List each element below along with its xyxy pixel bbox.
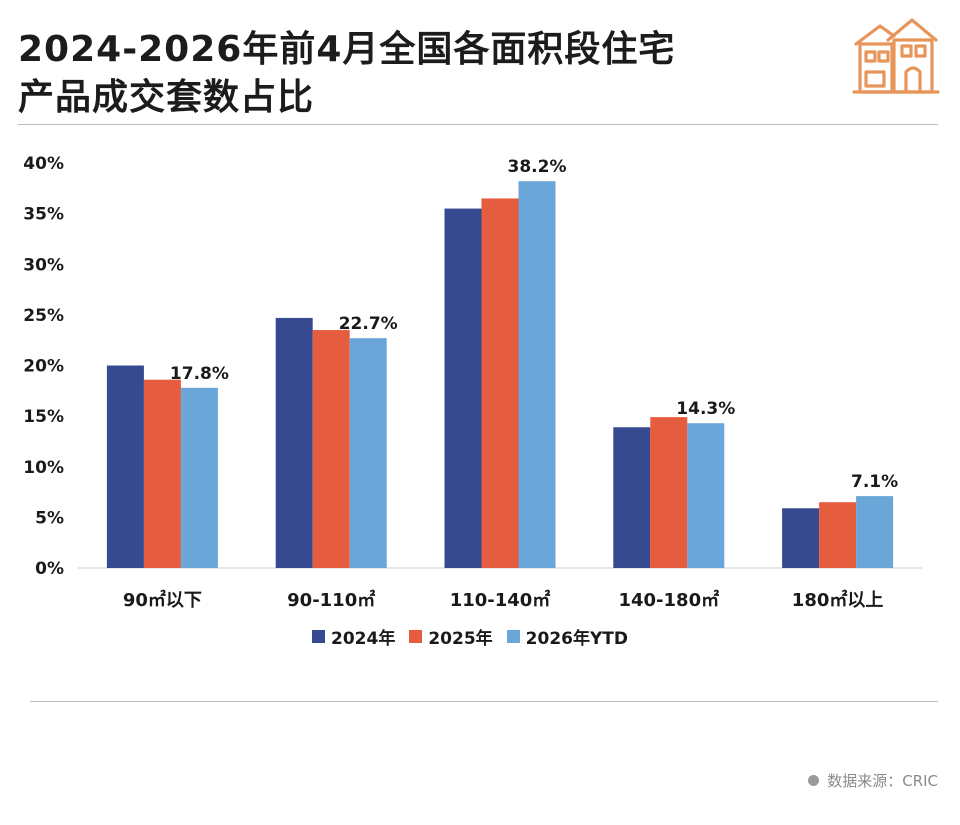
chart-legend: 2024年 2025年 2026年YTD [312, 623, 628, 649]
y-tick-label: 15% [23, 407, 64, 427]
legend-label-2025: 2025年 [428, 628, 493, 649]
x-tick-label: 140-180㎡ [618, 589, 719, 611]
legend-item-2025: 2025年 [409, 624, 493, 649]
bar [275, 317, 313, 568]
bar [180, 387, 218, 568]
y-tick-label: 20% [23, 357, 64, 377]
legend-label-2024: 2024年 [331, 628, 396, 649]
bar [444, 208, 482, 568]
bar [349, 338, 387, 568]
legend-swatch-2026 [506, 629, 520, 643]
bullet-icon [808, 775, 820, 786]
y-tick-label: 25% [23, 306, 64, 326]
bar-chart: 0% 5% 10% 15% 20% 25% 30% 35% 40% 17.8% 90㎡以下 22.7%… [23, 154, 922, 611]
bar [143, 379, 181, 568]
bar [856, 496, 894, 568]
y-tick-label: 5% [35, 508, 64, 528]
x-tick-label: 90㎡以下 [123, 589, 202, 611]
bar [481, 198, 519, 568]
bar [312, 330, 350, 568]
bar [650, 417, 688, 568]
bar [106, 365, 144, 568]
legend-item-2024: 2024年 [312, 624, 395, 649]
bar [518, 181, 556, 568]
data-label: 14.3% [676, 399, 735, 419]
data-label: 38.2% [508, 157, 567, 177]
bar [613, 427, 651, 568]
y-tick-label: 10% [23, 458, 64, 478]
title-line-1: 2024-2026年前4月全国各面积段住宅 [18, 29, 676, 70]
legend-swatch-2024 [312, 629, 325, 643]
chart-title: 2024-2026年前4月全国各面积段住宅 产品成交套数占比 [18, 26, 675, 122]
bar [687, 423, 725, 568]
bar [819, 502, 857, 568]
x-tick-label: 90-110㎡ [287, 589, 375, 611]
footer-divider [30, 701, 938, 702]
source-note: 数据来源：CRIC [808, 770, 938, 791]
x-tick-label: 180㎡以上 [792, 589, 884, 611]
source-text: 数据来源：CRIC [827, 772, 938, 790]
data-label: 17.8% [170, 364, 229, 384]
y-tick-label: 0% [35, 559, 64, 579]
legend-label-2026: 2026年YTD [525, 628, 628, 649]
legend-swatch-2025 [409, 629, 423, 643]
title-line-2: 产品成交套数占比 [18, 77, 315, 118]
x-tick-label: 110-140㎡ [450, 589, 551, 611]
y-tick-label: 40% [23, 154, 64, 174]
title-divider [18, 124, 938, 125]
legend-item-2026: 2026年YTD [506, 624, 628, 649]
bar [782, 508, 820, 568]
data-label: 22.7% [339, 314, 398, 334]
data-label: 7.1% [851, 472, 898, 492]
y-tick-label: 30% [23, 255, 64, 275]
house-icon [852, 18, 940, 94]
y-tick-label: 35% [23, 205, 64, 225]
